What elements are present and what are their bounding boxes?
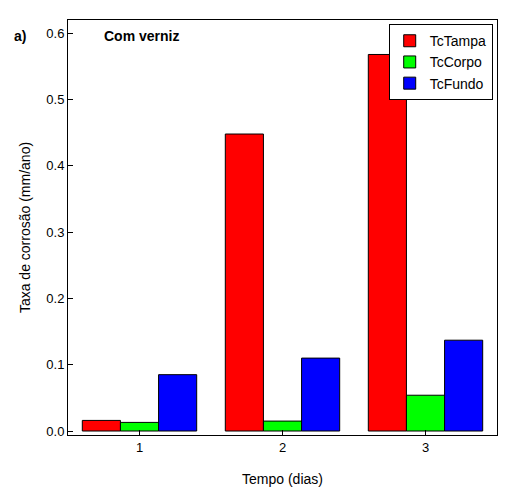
svg-text:Com verniz: Com verniz (104, 28, 179, 44)
svg-text:2: 2 (279, 440, 286, 455)
svg-text:0.0: 0.0 (46, 424, 64, 439)
svg-text:TcFundo: TcFundo (430, 76, 484, 92)
svg-text:1: 1 (136, 440, 143, 455)
svg-text:3: 3 (422, 440, 429, 455)
svg-text:0.3: 0.3 (46, 225, 64, 240)
svg-text:0.6: 0.6 (46, 26, 64, 41)
svg-text:0.1: 0.1 (46, 357, 64, 372)
svg-text:a): a) (14, 28, 26, 44)
svg-text:0.4: 0.4 (46, 158, 64, 173)
svg-text:Tempo (dias): Tempo (dias) (242, 471, 323, 487)
svg-text:0.2: 0.2 (46, 291, 64, 306)
svg-text:TcCorpo: TcCorpo (430, 54, 482, 70)
svg-text:Taxa de corrosão (mm/ano): Taxa de corrosão (mm/ano) (17, 142, 33, 313)
svg-text:0.5: 0.5 (46, 92, 64, 107)
svg-text:TcTampa: TcTampa (430, 33, 486, 49)
